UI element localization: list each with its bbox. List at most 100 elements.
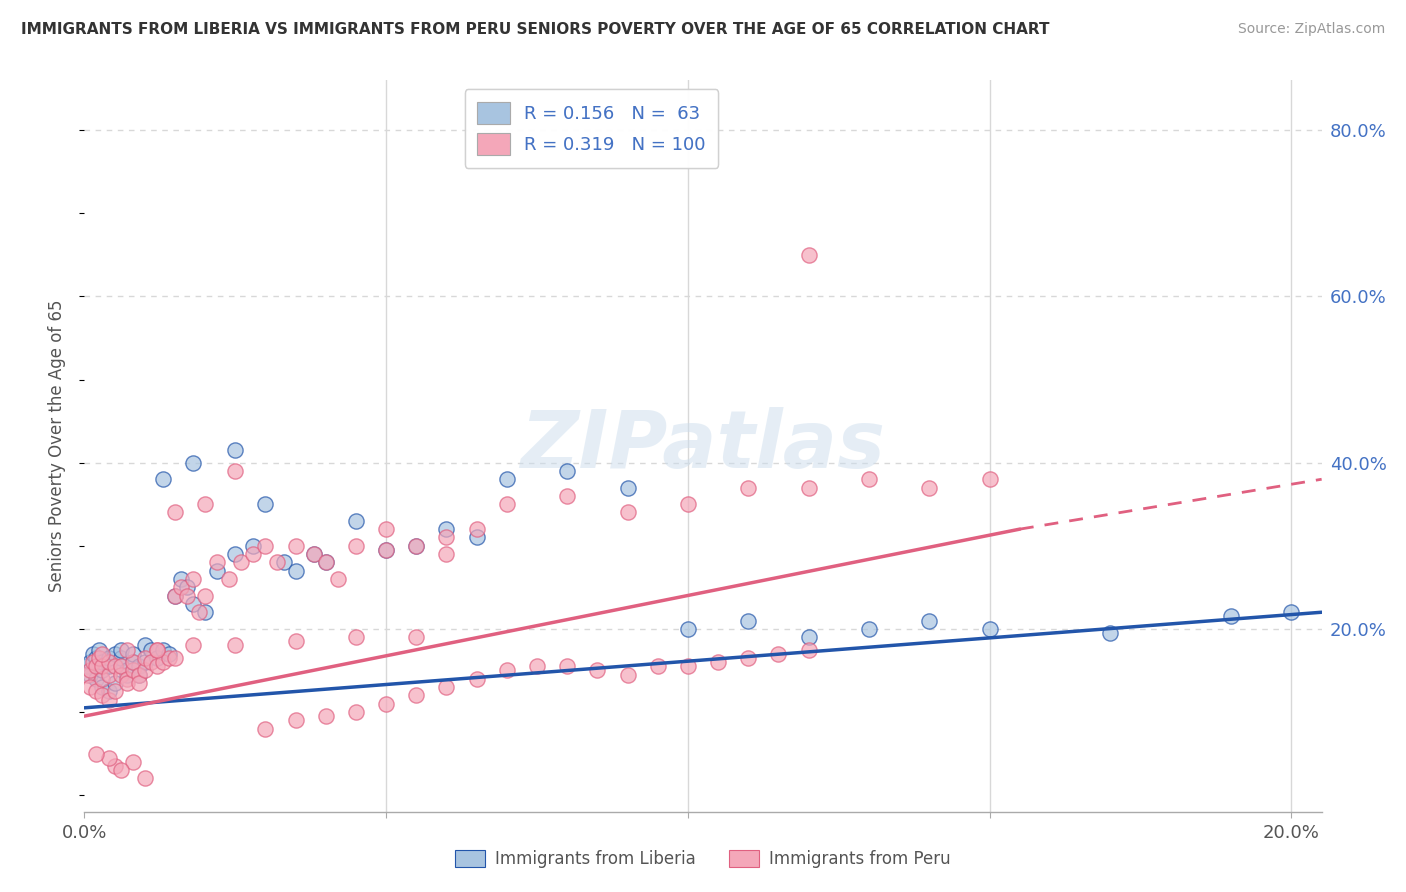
Point xyxy=(82,655,104,669)
Point xyxy=(115,672,138,686)
Point xyxy=(103,676,125,690)
Point xyxy=(121,647,143,661)
Point xyxy=(555,464,578,478)
Point xyxy=(170,580,193,594)
Point xyxy=(76,667,98,681)
Point xyxy=(91,664,114,678)
Point xyxy=(176,580,198,594)
Point xyxy=(181,597,204,611)
Point xyxy=(97,750,120,764)
Point xyxy=(91,689,114,703)
Point xyxy=(194,589,217,603)
Point xyxy=(89,642,111,657)
Point xyxy=(436,522,458,536)
Point xyxy=(163,651,186,665)
Point xyxy=(97,684,120,698)
Point xyxy=(103,647,125,661)
Point xyxy=(79,655,101,669)
Point xyxy=(146,651,169,665)
Point xyxy=(616,481,638,495)
Point xyxy=(79,680,101,694)
Point xyxy=(152,642,174,657)
Point xyxy=(139,655,162,669)
Point xyxy=(97,692,120,706)
Point xyxy=(128,659,150,673)
Y-axis label: Seniors Poverty Over the Age of 65: Seniors Poverty Over the Age of 65 xyxy=(48,300,66,592)
Point xyxy=(676,622,699,636)
Point xyxy=(139,642,162,657)
Point xyxy=(254,539,277,553)
Point xyxy=(128,667,150,681)
Point xyxy=(797,481,820,495)
Point xyxy=(918,481,941,495)
Point xyxy=(224,464,246,478)
Point xyxy=(284,634,307,648)
Point xyxy=(110,659,132,673)
Point xyxy=(436,680,458,694)
Point xyxy=(128,667,150,681)
Point xyxy=(737,614,759,628)
Point xyxy=(121,664,143,678)
Point xyxy=(91,647,114,661)
Text: IMMIGRANTS FROM LIBERIA VS IMMIGRANTS FROM PERU SENIORS POVERTY OVER THE AGE OF : IMMIGRANTS FROM LIBERIA VS IMMIGRANTS FR… xyxy=(21,22,1050,37)
Point xyxy=(152,655,174,669)
Point xyxy=(586,664,609,678)
Text: ZIPatlas: ZIPatlas xyxy=(520,407,886,485)
Point xyxy=(254,722,277,736)
Point xyxy=(218,572,240,586)
Point xyxy=(405,630,427,644)
Point xyxy=(224,443,246,458)
Point xyxy=(707,655,730,669)
Point xyxy=(224,547,246,561)
Point xyxy=(979,472,1001,486)
Point xyxy=(495,472,517,486)
Point xyxy=(157,647,180,661)
Point xyxy=(676,497,699,511)
Point xyxy=(134,664,156,678)
Point xyxy=(134,655,156,669)
Point xyxy=(121,655,143,669)
Point xyxy=(302,547,325,561)
Point xyxy=(797,642,820,657)
Point xyxy=(495,664,517,678)
Point xyxy=(121,655,143,669)
Point xyxy=(224,639,246,653)
Point xyxy=(115,642,138,657)
Point xyxy=(737,481,759,495)
Point xyxy=(91,672,114,686)
Point xyxy=(86,684,108,698)
Point xyxy=(97,655,120,669)
Point xyxy=(86,651,108,665)
Point xyxy=(1281,605,1303,619)
Point xyxy=(858,622,880,636)
Point xyxy=(768,647,790,661)
Point xyxy=(91,680,114,694)
Point xyxy=(79,667,101,681)
Point xyxy=(103,759,125,773)
Point xyxy=(205,555,228,569)
Point xyxy=(405,539,427,553)
Point xyxy=(405,689,427,703)
Point xyxy=(1099,626,1122,640)
Point xyxy=(79,664,101,678)
Point xyxy=(110,659,132,673)
Point xyxy=(436,547,458,561)
Point xyxy=(170,572,193,586)
Point xyxy=(344,705,367,719)
Point xyxy=(128,676,150,690)
Point xyxy=(242,547,264,561)
Point xyxy=(266,555,288,569)
Point xyxy=(110,651,132,665)
Legend: R = 0.156   N =  63, R = 0.319   N = 100: R = 0.156 N = 63, R = 0.319 N = 100 xyxy=(464,89,718,168)
Point xyxy=(146,642,169,657)
Point xyxy=(315,555,337,569)
Point xyxy=(121,755,143,769)
Point xyxy=(97,667,120,681)
Point xyxy=(86,747,108,761)
Point xyxy=(465,672,488,686)
Point xyxy=(555,489,578,503)
Point xyxy=(97,651,120,665)
Point xyxy=(465,522,488,536)
Point xyxy=(242,539,264,553)
Point xyxy=(194,605,217,619)
